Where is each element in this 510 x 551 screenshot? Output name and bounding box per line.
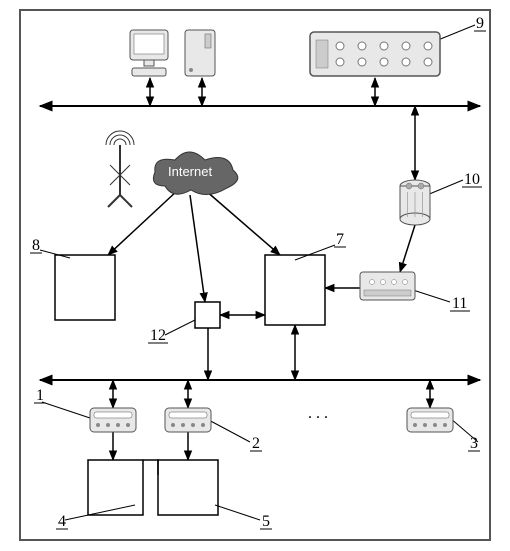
pc-icon (130, 30, 168, 76)
leader-5 (215, 505, 260, 520)
arrow-box10-box11 (400, 225, 415, 272)
label-12: 12 (150, 327, 166, 344)
arrow-cloud-box12 (190, 195, 205, 302)
label-9: 9 (476, 15, 484, 32)
leader-1 (42, 402, 90, 418)
cylinder-10 (400, 180, 430, 225)
antenna-icon (106, 131, 134, 207)
leader-9 (438, 25, 475, 40)
label-5: 5 (262, 513, 270, 530)
arrow-cloud-box7 (205, 190, 280, 255)
label-2: 2 (252, 435, 260, 452)
box-7 (265, 255, 325, 325)
modem-2 (165, 408, 211, 432)
leader-11 (413, 290, 450, 302)
join-4-5 (143, 460, 158, 475)
modem-1 (90, 408, 136, 432)
cloud-label: Internet (168, 164, 212, 179)
label-3: 3 (470, 435, 478, 452)
box-4 (88, 460, 143, 515)
arrow-cloud-box8 (108, 190, 178, 255)
label-8: 8 (32, 237, 40, 254)
box-12 (195, 302, 220, 328)
box-5 (158, 460, 218, 515)
diagram-canvas: Internet12345789101112. . . (0, 0, 510, 551)
leader-2 (205, 418, 250, 442)
internet-cloud: Internet (153, 152, 237, 195)
label-4: 4 (58, 513, 66, 530)
modem-3 (407, 408, 453, 432)
leader-10 (427, 180, 463, 195)
label-7: 7 (336, 231, 344, 248)
label-dots: . . . (308, 405, 328, 422)
label-11: 11 (452, 295, 467, 312)
box-8 (55, 255, 115, 320)
panel-9 (310, 32, 440, 76)
leader-12 (165, 320, 195, 335)
label-10: 10 (464, 171, 480, 188)
label-1: 1 (36, 387, 44, 404)
panel-11 (360, 272, 415, 300)
server-icon (185, 30, 215, 76)
